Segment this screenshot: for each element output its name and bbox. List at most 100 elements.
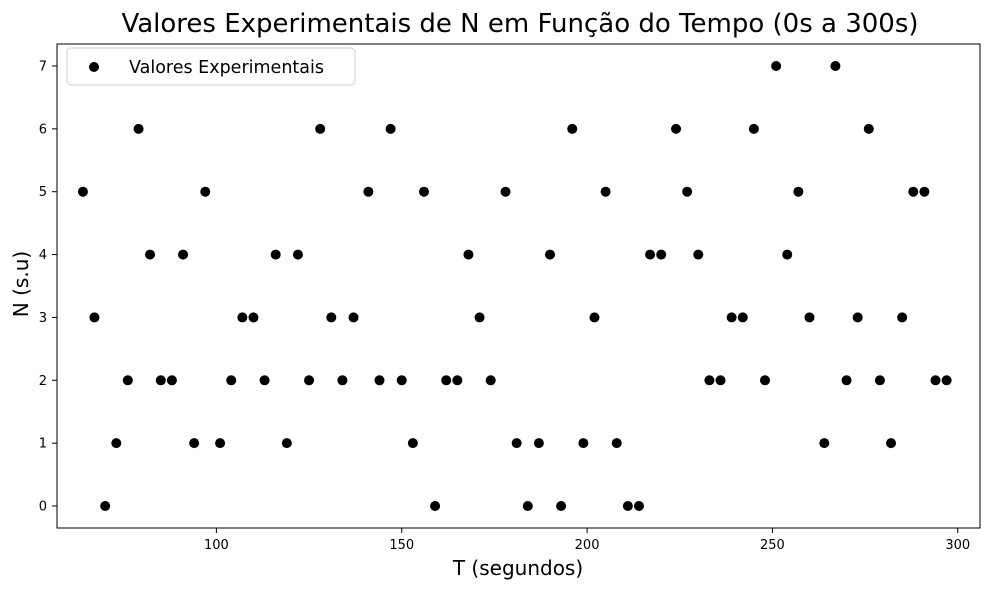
x-tick-label: 300	[945, 538, 970, 553]
data-point	[374, 375, 385, 386]
y-tick-label: 6	[39, 122, 47, 137]
data-point	[578, 438, 589, 449]
data-point	[270, 249, 281, 260]
data-point	[830, 61, 841, 71]
data-point	[500, 186, 511, 197]
data-point	[737, 312, 748, 323]
data-point	[418, 186, 429, 197]
data-point	[452, 375, 463, 386]
data-point	[89, 312, 100, 323]
data-point	[189, 438, 200, 449]
data-point	[600, 186, 611, 197]
data-point	[178, 249, 189, 260]
chart-title: Valores Experimentais de N em Função do …	[121, 9, 918, 39]
data-point	[622, 501, 633, 511]
data-point	[522, 501, 533, 511]
y-tick-label: 0	[39, 500, 47, 515]
legend: Valores Experimentais	[66, 47, 356, 86]
data-point	[166, 375, 177, 386]
data-point	[363, 186, 374, 197]
data-point	[348, 312, 359, 323]
data-points	[77, 61, 952, 511]
data-point	[704, 375, 715, 386]
data-point	[407, 438, 418, 449]
y-tick-label: 1	[39, 437, 47, 452]
data-point	[567, 123, 578, 134]
data-point	[248, 312, 259, 323]
x-tick-label: 200	[575, 538, 600, 553]
legend-frame	[66, 47, 356, 86]
data-point	[715, 375, 726, 386]
data-point	[886, 438, 897, 449]
data-point	[145, 249, 156, 260]
data-point	[748, 123, 759, 134]
data-point	[337, 375, 348, 386]
data-point	[292, 249, 303, 260]
data-point	[315, 123, 326, 134]
data-point	[693, 249, 704, 260]
y-axis-ticks: 0 1 2 3 4 5 6 7	[39, 60, 57, 515]
legend-label: Valores Experimentais	[129, 58, 324, 78]
data-point	[589, 312, 600, 323]
data-point	[237, 312, 248, 323]
data-point	[908, 186, 919, 197]
data-point	[77, 186, 88, 197]
data-point	[533, 438, 544, 449]
y-tick-label: 4	[39, 248, 47, 263]
data-point	[511, 438, 522, 449]
data-point	[385, 123, 396, 134]
data-point	[919, 186, 930, 197]
data-point	[656, 249, 667, 260]
data-point	[200, 186, 211, 197]
data-point	[111, 438, 122, 449]
data-point	[941, 375, 952, 386]
data-point	[474, 312, 485, 323]
data-point	[782, 249, 793, 260]
y-tick-label: 3	[39, 311, 47, 326]
data-point	[645, 249, 656, 260]
x-tick-label: 150	[389, 538, 414, 553]
data-point	[155, 375, 166, 386]
x-axis-label: T (segundos)	[452, 556, 583, 580]
data-point	[671, 123, 682, 134]
data-point	[556, 501, 567, 511]
data-point	[100, 501, 111, 511]
data-point	[545, 249, 556, 260]
data-point	[611, 438, 622, 449]
data-point	[215, 438, 226, 449]
data-point	[133, 123, 144, 134]
data-point	[874, 375, 885, 386]
data-point	[281, 438, 292, 449]
data-point	[897, 312, 908, 323]
y-tick-label: 2	[39, 374, 47, 389]
data-point	[304, 375, 315, 386]
y-tick-label: 7	[39, 60, 47, 75]
data-point	[771, 61, 782, 71]
data-point	[760, 375, 771, 386]
data-point	[259, 375, 270, 386]
plot-area	[56, 43, 981, 529]
legend-marker	[89, 62, 99, 72]
x-tick-label: 250	[760, 538, 785, 553]
data-point	[726, 312, 737, 323]
data-point	[841, 375, 852, 386]
data-point	[485, 375, 496, 386]
data-point	[396, 375, 407, 386]
x-tick-label: 100	[204, 538, 229, 553]
y-axis-label: N (s.u)	[9, 251, 33, 317]
data-point	[226, 375, 237, 386]
y-tick-label: 5	[39, 185, 47, 200]
data-point	[804, 312, 815, 323]
data-point	[793, 186, 804, 197]
x-axis-ticks: 100 150 200 250 300	[204, 528, 970, 553]
data-point	[633, 501, 644, 511]
data-point	[852, 312, 863, 323]
data-point	[122, 375, 133, 386]
data-point	[930, 375, 941, 386]
data-point	[430, 501, 441, 511]
data-point	[863, 123, 874, 134]
data-point	[441, 375, 452, 386]
data-point	[682, 186, 693, 197]
